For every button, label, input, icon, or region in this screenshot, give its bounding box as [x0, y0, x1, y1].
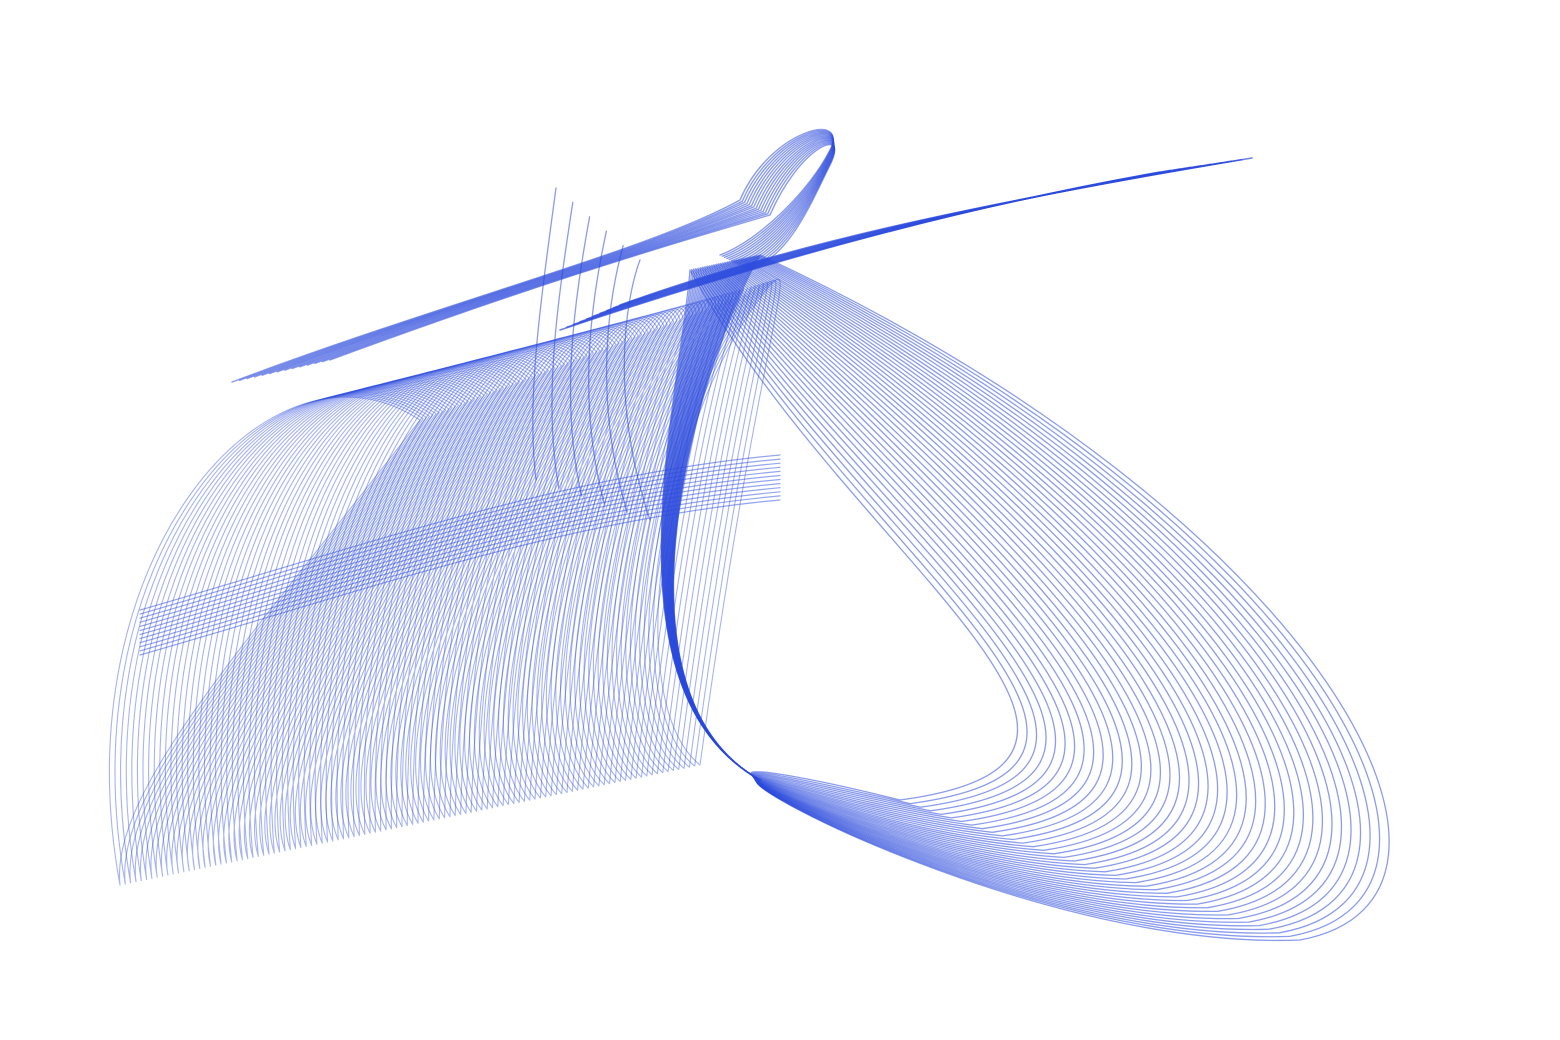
top-spike	[569, 216, 591, 497]
right-loop	[673, 254, 1390, 942]
tube-loop	[114, 395, 424, 885]
tube-loop	[531, 308, 684, 796]
top-loop	[276, 135, 835, 373]
tube-loop	[395, 338, 594, 827]
tube-loop	[380, 341, 585, 830]
top-loop	[314, 141, 835, 365]
tube-loop	[125, 393, 431, 883]
tube-loop	[526, 309, 681, 797]
tube-loop	[365, 344, 575, 833]
tube-loop	[215, 376, 482, 865]
tube-loop	[299, 358, 533, 848]
tube-loop	[109, 396, 421, 886]
band-line	[139, 487, 781, 644]
tube-loop	[198, 379, 472, 868]
top-spike	[605, 244, 628, 513]
tube-loop	[137, 391, 437, 881]
band-line	[139, 454, 781, 611]
top-spike	[532, 187, 557, 481]
top-spikes-family	[532, 187, 651, 521]
tube-loop	[284, 362, 524, 851]
band-line	[139, 483, 781, 640]
tube-loop	[279, 363, 521, 852]
band-line	[139, 466, 781, 623]
band-line	[139, 499, 781, 656]
tube-loop	[639, 283, 764, 770]
tube-loop	[274, 364, 517, 853]
tube-loop	[148, 389, 444, 878]
top-loop	[284, 137, 835, 371]
tube-loop	[226, 373, 488, 863]
band-line	[139, 474, 781, 632]
top-loop	[231, 128, 834, 383]
tube-loop	[390, 339, 591, 828]
tube-loop	[209, 377, 479, 866]
top-loop	[321, 142, 836, 363]
tube-loop	[400, 337, 598, 825]
tube-loop	[498, 315, 662, 803]
tube-loop	[512, 312, 672, 800]
tube-loop	[629, 285, 756, 773]
top-loop	[329, 143, 836, 361]
tube-loop	[120, 394, 427, 884]
tube-loop	[522, 310, 678, 798]
band-line	[139, 458, 781, 615]
tube-loop	[289, 360, 527, 850]
top-loop	[291, 138, 835, 370]
band-line	[139, 478, 781, 636]
top-loop	[306, 140, 835, 366]
band-line	[139, 495, 781, 652]
tube-loop	[220, 375, 485, 864]
tube-loop	[616, 288, 745, 776]
tube-loop	[502, 314, 665, 802]
tube-loop	[335, 351, 556, 840]
band-line	[139, 462, 781, 619]
tube-loop	[478, 319, 649, 808]
tube-loop	[269, 365, 514, 854]
tube-loop	[294, 359, 530, 849]
tube-loop	[370, 343, 578, 832]
top-spike	[551, 201, 574, 489]
tube-loop	[355, 346, 569, 835]
tube-loop	[187, 381, 466, 871]
tube-loop	[330, 352, 553, 841]
top-loop	[269, 134, 835, 375]
tube-loop	[385, 340, 588, 829]
tube-loop	[345, 349, 562, 838]
top-streak-family	[559, 157, 1253, 331]
top-loops-family	[231, 128, 836, 383]
tube-loop	[192, 380, 469, 870]
right-loops-family	[660, 254, 1390, 942]
tube-loop	[405, 336, 601, 824]
middle-band-family	[139, 454, 781, 656]
tube-loop	[204, 378, 476, 867]
tube-loop	[410, 335, 604, 823]
tube-loop	[517, 311, 675, 799]
top-spike	[623, 259, 651, 521]
top-loop	[253, 132, 835, 378]
top-loop	[261, 133, 835, 376]
top-spike	[588, 230, 608, 505]
tube-loop	[142, 390, 440, 879]
band-line	[139, 470, 781, 627]
tube-loop	[375, 342, 582, 831]
top-loop	[246, 131, 834, 380]
tube-loop	[264, 366, 511, 855]
tube-loop	[131, 392, 434, 882]
tube-loop	[259, 367, 508, 856]
tube-loop	[360, 345, 572, 834]
streak-line	[619, 157, 1253, 306]
tube-loop	[507, 313, 668, 801]
band-line	[139, 491, 781, 648]
top-loop	[238, 130, 834, 381]
tube-loop	[415, 333, 607, 822]
tube-loop	[350, 348, 566, 837]
